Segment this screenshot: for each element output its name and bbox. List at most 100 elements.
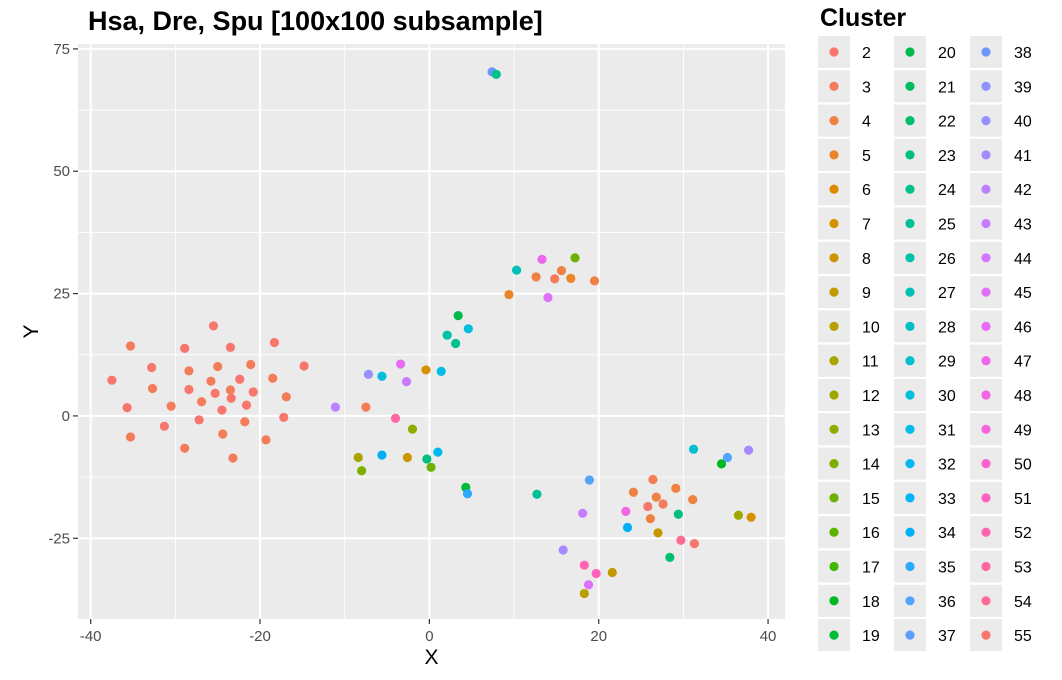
data-point	[261, 435, 271, 445]
data-point	[225, 385, 236, 395]
legend-label: 44	[1014, 251, 1032, 268]
legend-label: 23	[938, 148, 956, 165]
data-point	[159, 421, 169, 431]
plot-panel	[78, 44, 785, 619]
legend-label: 47	[1014, 354, 1032, 371]
legend-key-point	[829, 424, 839, 434]
legend-label: 37	[938, 628, 956, 645]
legend-key-point	[905, 390, 915, 400]
legend-key-point	[905, 424, 915, 434]
legend-key-point	[981, 150, 991, 160]
legend-label: 28	[938, 319, 956, 336]
data-point	[578, 508, 588, 518]
y-tick-label: 0	[62, 408, 70, 425]
legend-key-point	[829, 321, 839, 331]
data-point	[240, 417, 250, 427]
data-point	[451, 338, 461, 349]
legend-label: 12	[862, 388, 880, 405]
y-tick-label: -25	[48, 530, 70, 547]
legend-key-point	[905, 527, 915, 537]
data-point	[299, 361, 309, 371]
legend-key-point	[905, 596, 915, 606]
data-point	[628, 487, 639, 497]
legend-label: 52	[1014, 525, 1032, 542]
data-point	[671, 483, 681, 493]
legend-label: 16	[862, 525, 880, 542]
data-point	[733, 510, 744, 520]
legend-label: 22	[938, 114, 956, 131]
legend-key-point	[981, 218, 991, 229]
data-point	[550, 274, 560, 284]
data-point	[532, 489, 542, 499]
data-point	[589, 276, 600, 286]
data-point	[184, 384, 194, 395]
legend-label: 40	[1014, 114, 1032, 131]
legend-key-point	[829, 218, 839, 229]
y-tick-label: 75	[53, 41, 70, 58]
legend-label: 6	[862, 182, 871, 199]
data-point	[579, 588, 589, 599]
data-point	[281, 392, 291, 402]
data-point	[746, 512, 756, 522]
data-point	[226, 393, 236, 403]
data-point	[166, 401, 176, 411]
legend-key-point	[905, 47, 915, 57]
data-point	[390, 413, 401, 423]
data-point	[722, 452, 733, 463]
legend-key-point	[981, 321, 991, 331]
legend-label: 33	[938, 491, 956, 508]
data-point	[673, 509, 683, 519]
legend-key-point	[905, 630, 915, 640]
x-tick-label: 0	[425, 628, 433, 645]
data-point	[584, 475, 595, 485]
legend-key-point	[905, 287, 915, 297]
data-point	[537, 254, 547, 264]
legend-label: 5	[862, 148, 871, 165]
data-point	[426, 462, 436, 472]
data-point	[122, 402, 132, 413]
data-point	[401, 377, 412, 387]
legend-key-point	[829, 81, 839, 91]
legend-key-point	[905, 150, 915, 160]
data-point	[395, 359, 406, 369]
legend-label: 18	[862, 594, 880, 611]
legend-key-point	[829, 356, 839, 366]
legend-label: 39	[1014, 79, 1032, 96]
data-point	[218, 429, 228, 439]
legend-key-point	[905, 493, 915, 503]
legend-label: 10	[862, 319, 880, 336]
data-point	[241, 400, 252, 410]
legend-label: 41	[1014, 148, 1032, 165]
data-point	[125, 341, 136, 351]
data-point	[377, 450, 387, 460]
legend-key-point	[981, 390, 991, 400]
legend-label: 20	[938, 45, 956, 62]
legend-label: 27	[938, 285, 956, 302]
data-point	[676, 535, 686, 545]
data-point	[607, 567, 617, 578]
data-point	[125, 432, 136, 442]
data-point	[436, 366, 446, 376]
legend-label: 13	[862, 422, 880, 439]
y-tick-label: 50	[53, 163, 70, 180]
data-point	[421, 365, 431, 375]
legend-key-point	[981, 81, 991, 91]
data-point	[363, 369, 374, 379]
legend-key-point	[905, 356, 915, 366]
legend-label: 49	[1014, 422, 1032, 439]
legend-key-point	[981, 116, 991, 126]
data-point	[570, 253, 580, 263]
data-point	[504, 289, 514, 300]
legend-key-point	[829, 596, 839, 606]
legend-label: 51	[1014, 491, 1032, 508]
y-axis-title: Y	[20, 324, 43, 338]
legend-key-point	[829, 287, 839, 297]
legend-key-point	[905, 116, 915, 126]
data-point	[235, 374, 245, 384]
legend-key-point	[981, 184, 991, 194]
data-point	[357, 466, 367, 476]
data-point	[361, 402, 371, 412]
legend-label: 21	[938, 79, 956, 96]
data-point	[442, 330, 452, 340]
